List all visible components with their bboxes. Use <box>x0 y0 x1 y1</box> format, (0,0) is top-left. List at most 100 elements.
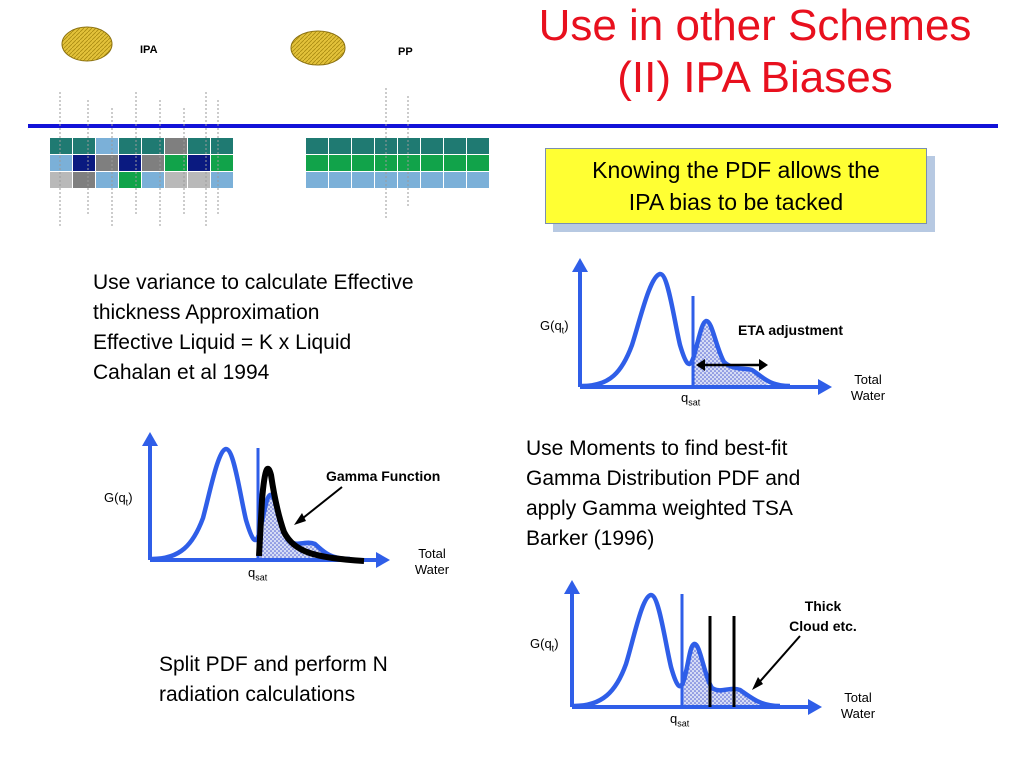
ipa-grid-cell <box>50 172 72 188</box>
pp-sun-icon <box>290 30 346 66</box>
thick-annotation-arrow <box>755 635 801 687</box>
split-x-label: qsat <box>670 711 690 729</box>
eta-total-water: Total Water <box>850 372 886 403</box>
thick-cloud-annotation: Thick Cloud etc. <box>789 598 857 634</box>
ipa-grid-cell <box>73 155 95 171</box>
eta-description: Use variance to calculate Effective thic… <box>93 268 414 388</box>
ipa-grid-cell <box>119 172 141 188</box>
ipa-grid-cell <box>96 155 118 171</box>
ipa-label: IPA <box>140 44 158 56</box>
ipa-grid-cell <box>165 138 187 154</box>
gamma-pdf-curve <box>151 446 351 562</box>
pp-grid-cell <box>421 138 443 154</box>
eta-line-1: Use variance to calculate Effective <box>93 271 414 294</box>
split-pdf-curve <box>573 592 781 709</box>
gamma-total-water: Total Water <box>414 546 450 577</box>
eta-x-label: qsat <box>681 390 701 408</box>
gamma-shaded-area <box>258 494 330 560</box>
gamma-description: Use Moments to find best-fit Gamma Distr… <box>526 434 800 554</box>
pp-grid-cell <box>444 155 466 171</box>
pp-grid-cell <box>352 172 374 188</box>
split-x-arrow <box>808 699 822 715</box>
callout-line-1: Knowing the PDF allows the <box>592 157 880 183</box>
pp-grid-cell <box>421 155 443 171</box>
pp-grid-cell <box>421 172 443 188</box>
rule-dot <box>28 124 32 128</box>
eta-line-2: thickness Approximation <box>93 301 320 324</box>
pp-label: PP <box>398 46 413 58</box>
title-line-1: Use in other Schemes <box>538 1 972 50</box>
ipa-grid-cell <box>211 155 233 171</box>
ipa-grid-cell <box>188 172 210 188</box>
pp-grid-cell <box>375 155 397 171</box>
ipa-grid-cell <box>142 155 164 171</box>
split-line-1: Split PDF and perform N <box>159 653 388 676</box>
pp-grid-cell <box>306 138 328 154</box>
pp-grid-cell <box>444 138 466 154</box>
split-total-water: Total Water <box>840 690 876 721</box>
title-underline <box>28 124 998 128</box>
slide-title: Use in other Schemes (II) IPA Biases <box>490 0 1020 104</box>
gamma-x-label: qsat <box>248 565 268 583</box>
gamma-line-2: Gamma Distribution PDF and <box>526 467 801 490</box>
eta-x-arrow <box>818 379 832 395</box>
ipa-grid-cell <box>165 155 187 171</box>
ipa-column-grid <box>50 138 233 188</box>
eta-line-4: Cahalan et al 1994 <box>93 361 270 384</box>
ipa-grid-cell <box>96 172 118 188</box>
gamma-y-arrow <box>142 432 158 446</box>
pp-grid-cell <box>467 155 489 171</box>
split-line-2: radiation calculations <box>159 683 356 706</box>
eta-line-3: Effective Liquid = K x Liquid <box>93 331 352 354</box>
split-y-label: G(qt) <box>530 636 559 654</box>
pdf-callout-box: Knowing the PDF allows the IPA bias to b… <box>545 148 927 224</box>
gamma-y-label: G(qt) <box>104 490 133 508</box>
ipa-grid-cell <box>211 172 233 188</box>
ipa-grid-cell <box>73 138 95 154</box>
pp-grid-cell <box>352 138 374 154</box>
eta-annotation: ETA adjustment <box>738 322 844 338</box>
ipa-grid-cell <box>165 172 187 188</box>
pp-grid-cell <box>444 172 466 188</box>
ipa-grid-cell <box>142 172 164 188</box>
split-shaded-area <box>682 643 760 707</box>
pp-grid-cell <box>467 138 489 154</box>
gamma-line-1: Use Moments to find best-fit <box>526 437 788 460</box>
pp-grid-cell <box>398 172 420 188</box>
ipa-grid-cell <box>73 172 95 188</box>
ipa-sun-icon <box>61 26 113 62</box>
pp-plane-parallel-grid <box>306 138 489 188</box>
gamma-annotation-arrow <box>297 486 343 523</box>
ipa-grid-cell <box>188 138 210 154</box>
pp-grid-cell <box>467 172 489 188</box>
ipa-grid-cell <box>119 138 141 154</box>
ipa-grid-cell <box>119 155 141 171</box>
ipa-radiation-arrows <box>59 92 219 226</box>
gamma-line-4: Barker (1996) <box>526 527 655 550</box>
title-line-2: (II) IPA Biases <box>617 53 893 102</box>
pp-grid-cell <box>329 172 351 188</box>
ipa-grid-cell <box>96 138 118 154</box>
pp-radiation-arrows <box>385 88 409 218</box>
pp-grid-cell <box>329 138 351 154</box>
pp-grid-cell <box>398 138 420 154</box>
ipa-grid-cell <box>211 138 233 154</box>
eta-y-label: G(qt) <box>540 318 569 336</box>
ipa-grid-cell <box>50 138 72 154</box>
pp-grid-cell <box>306 172 328 188</box>
pp-grid-cell <box>352 155 374 171</box>
eta-y-arrow <box>572 258 588 272</box>
pp-grid-cell <box>306 155 328 171</box>
gamma-x-arrow <box>376 552 390 568</box>
pp-grid-cell <box>329 155 351 171</box>
ipa-pp-illustration <box>50 26 489 226</box>
split-y-arrow <box>564 580 580 594</box>
gamma-annotation: Gamma Function <box>326 468 441 484</box>
split-description: Split PDF and perform N radiation calcul… <box>159 650 388 710</box>
ipa-grid-cell <box>188 155 210 171</box>
gamma-line-3: apply Gamma weighted TSA <box>526 497 793 520</box>
ipa-grid-cell <box>50 155 72 171</box>
pp-grid-cell <box>398 155 420 171</box>
ipa-grid-cell <box>142 138 164 154</box>
callout-line-2: IPA bias to be tacked <box>628 189 844 215</box>
